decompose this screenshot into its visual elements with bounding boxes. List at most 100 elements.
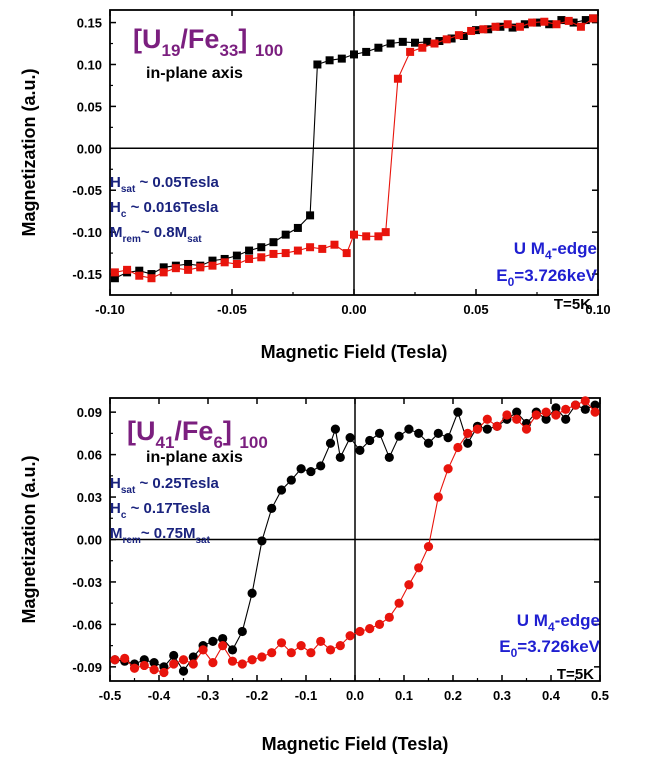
x-tick-label: -0.4 [148, 688, 171, 703]
data-point [184, 259, 193, 268]
data-point [443, 433, 453, 443]
y-axis-label: Magnetization (a.u.) [19, 69, 39, 237]
data-point [257, 536, 267, 546]
data-point [313, 60, 322, 69]
y-tick-label: 0.03 [77, 490, 102, 505]
data-point [135, 266, 144, 275]
data-point [120, 653, 130, 663]
data-point [394, 598, 404, 608]
data-point [404, 580, 414, 590]
data-point [188, 652, 198, 662]
data-point [503, 20, 512, 29]
data-point [482, 414, 492, 424]
data-point [447, 34, 456, 43]
data-point [459, 31, 468, 40]
data-point [590, 400, 600, 410]
data-point [569, 18, 578, 27]
data-point [374, 619, 385, 630]
data-point [306, 466, 316, 477]
data-point [552, 20, 561, 29]
data-point [267, 648, 277, 658]
data-point [286, 648, 296, 658]
sample-subtitle: in-plane axis [146, 449, 243, 466]
data-point [227, 645, 238, 655]
parameter-annotation: Hc ~ 0.016Tesla [110, 199, 219, 220]
data-point [423, 541, 434, 552]
data-point [374, 43, 383, 52]
data-point [293, 223, 302, 232]
data-point [528, 18, 537, 27]
data-point [381, 228, 390, 237]
sample-title: [U19/Fe33] 100 [133, 24, 283, 60]
data-point [484, 25, 493, 34]
data-point [276, 638, 287, 648]
data-point [286, 475, 296, 485]
data-point [355, 445, 365, 455]
data-point [561, 414, 571, 424]
data-point [453, 442, 463, 453]
data-point [508, 23, 517, 32]
x-tick-label: -0.05 [217, 302, 247, 317]
data-point [398, 37, 407, 46]
data-point [406, 47, 415, 56]
data-point [110, 274, 119, 283]
data-point [433, 428, 443, 438]
data-point [159, 263, 168, 272]
data-point [384, 612, 394, 622]
data-point [247, 588, 257, 598]
y-tick-label: -0.05 [72, 183, 102, 198]
parameter-annotation: Hc ~ 0.17Tesla [110, 500, 211, 521]
x-tick-label: -0.1 [295, 688, 317, 703]
data-point [515, 22, 524, 31]
edge-annotation: U M4-edge [517, 611, 600, 634]
data-point [171, 264, 180, 273]
data-point [169, 650, 179, 661]
data-point [561, 404, 571, 414]
data-point [541, 414, 551, 424]
energy-annotation: E0=3.726keV [499, 637, 600, 660]
data-point [159, 268, 168, 277]
y-tick-label: 0.05 [77, 99, 102, 114]
data-point [208, 636, 218, 646]
data-point [570, 400, 581, 410]
data-point [589, 14, 598, 23]
x-axis-label: Magnetic Field (Tesla) [261, 342, 448, 362]
data-point [269, 249, 278, 258]
data-point [159, 667, 169, 678]
x-tick-label: 0.3 [493, 688, 511, 703]
data-point [245, 254, 254, 263]
data-point [442, 35, 451, 44]
data-point [149, 665, 159, 675]
data-point [423, 37, 432, 46]
data-point [350, 230, 358, 239]
data-point [232, 251, 241, 260]
data-point [467, 26, 476, 35]
data-point [184, 265, 193, 274]
data-point [342, 249, 351, 258]
x-tick-label: -0.5 [99, 688, 121, 703]
x-tick-label: 0.00 [341, 302, 366, 317]
data-point [110, 655, 120, 665]
data-point [386, 39, 395, 48]
data-point [237, 659, 247, 669]
data-point [306, 243, 315, 252]
y-axis-label: Magnetization (a.u.) [19, 456, 39, 624]
data-point [492, 421, 502, 431]
data-point [257, 243, 266, 252]
data-point [325, 438, 336, 448]
data-point [564, 16, 573, 25]
data-point [169, 659, 179, 669]
data-point [276, 485, 287, 495]
y-tick-label: -0.06 [72, 617, 102, 632]
data-point [325, 645, 336, 655]
data-point [257, 253, 266, 262]
data-point [218, 633, 228, 644]
parameter-annotation: Mrem~ 0.8Msat [110, 224, 202, 245]
data-point [580, 396, 590, 406]
temperature-annotation: T=5K [554, 296, 591, 313]
data-point [453, 407, 463, 417]
data-point [557, 16, 566, 25]
data-point [345, 631, 355, 641]
data-point [257, 652, 267, 662]
